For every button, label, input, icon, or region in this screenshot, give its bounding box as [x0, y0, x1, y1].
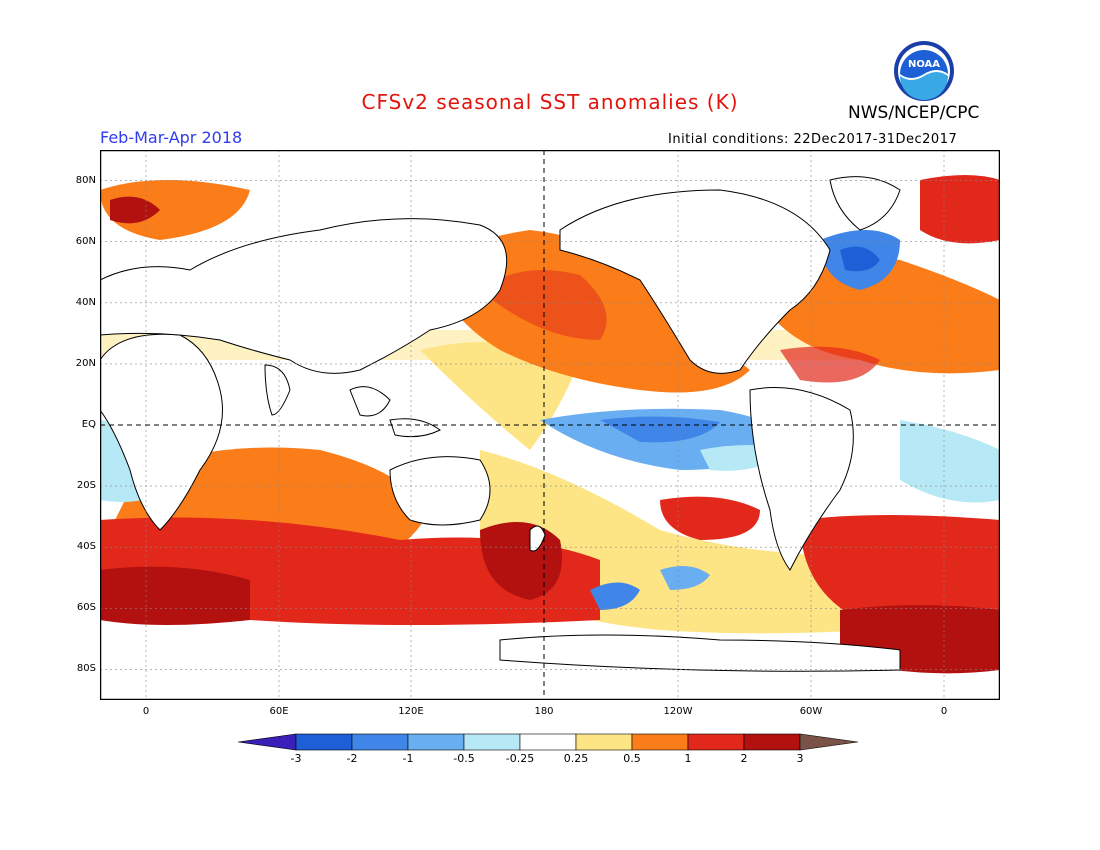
colorbar-tick-label: 1 [684, 752, 692, 765]
lat-label-80s: 80S [76, 663, 96, 674]
equator-and-dateline [100, 150, 1000, 700]
colorbar-segment [631, 733, 689, 751]
lat-label-eq: EQ [81, 419, 96, 430]
colorbar-tick-label: 0.25 [563, 752, 589, 765]
lat-label-40s: 40S [76, 541, 96, 552]
colorbar-tick-label: 3 [796, 752, 804, 765]
colorbar-segment [687, 733, 745, 751]
sst-anomaly-map [100, 150, 1000, 700]
lat-label-40n: 40N [75, 297, 96, 308]
colorbar-tick-label: -1 [402, 752, 414, 765]
lon-label-0-left: 0 [142, 706, 150, 717]
colorbar-tick-label: -2 [346, 752, 358, 765]
colorbar-tick-label: 2 [740, 752, 748, 765]
lon-label-120w: 120W [663, 706, 693, 717]
logo-text: NOAA [908, 59, 940, 70]
lat-label-60s: 60S [76, 602, 96, 613]
colorbar-segment [407, 733, 465, 751]
lat-label-20s: 20S [76, 480, 96, 491]
organization-label: NWS/NCEP/CPC [848, 103, 980, 123]
colorbar-tick-label: -3 [290, 752, 302, 765]
lon-label-180: 180 [534, 706, 554, 717]
lon-label-60w: 60W [799, 706, 823, 717]
colorbar-triangle-low [238, 733, 297, 751]
lat-label-80n: 80N [75, 175, 96, 186]
chart-title: CFSv2 seasonal SST anomalies (K) [361, 90, 739, 114]
initial-conditions-label: Initial conditions: 22Dec2017-31Dec2017 [668, 132, 958, 147]
colorbar-triangle-high [799, 733, 859, 751]
colorbar [238, 733, 859, 751]
colorbar-tick-label: -0.5 [453, 752, 475, 765]
noaa-logo-icon: NOAA [893, 40, 955, 102]
lat-label-20n: 20N [75, 358, 96, 369]
colorbar-segment [743, 733, 801, 751]
lat-label-60n: 60N [75, 236, 96, 247]
colorbar-tick-label: 0.5 [623, 752, 641, 765]
season-label: Feb-Mar-Apr 2018 [100, 128, 243, 147]
colorbar-segment [575, 733, 633, 751]
colorbar-segment [351, 733, 409, 751]
lon-label-60e: 60E [269, 706, 289, 717]
anomaly-fields [100, 175, 1000, 674]
map-frame [100, 150, 1000, 700]
colorbar-segment [463, 733, 521, 751]
land [100, 176, 901, 672]
colorbar-segment [519, 733, 577, 751]
colorbar-segment [295, 733, 353, 751]
colorbar-tick-label: -0.25 [505, 752, 535, 765]
lon-label-0-right: 0 [940, 706, 948, 717]
lon-label-120e: 120E [398, 706, 424, 717]
